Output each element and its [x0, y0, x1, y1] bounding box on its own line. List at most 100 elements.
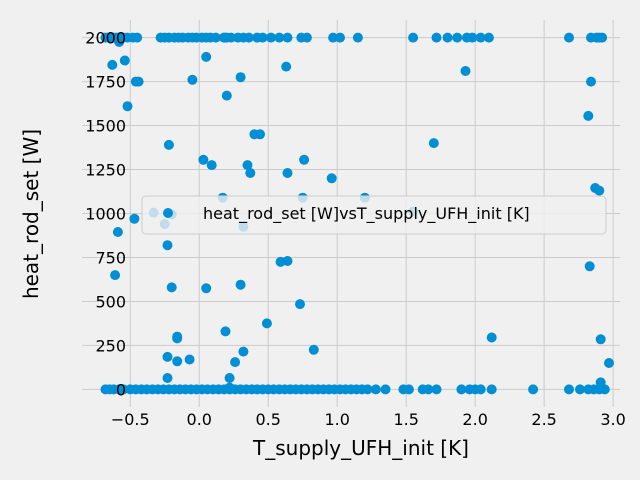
scatter-point [486, 384, 497, 395]
scatter-point [583, 110, 594, 121]
scatter-point [431, 32, 442, 43]
scatter-point [133, 76, 144, 87]
scatter-point [442, 32, 453, 43]
scatter-point [564, 384, 574, 395]
scatter-point [230, 357, 241, 368]
x-axis-label: T_supply_UFH_init [K] [252, 436, 469, 460]
y-tick-label: 2000 [85, 29, 126, 48]
x-tick-labels: −0.5 0.0 0.5 1.0 1.5 2.0 2.5 3.0 [111, 410, 626, 429]
scatter-point [172, 333, 183, 344]
scatter-point [129, 213, 140, 224]
x-tick-label: 2.0 [462, 410, 487, 429]
scatter-point [206, 160, 217, 171]
scatter-point [112, 227, 123, 237]
y-tick-labels: 0 250 500 750 1000 1250 1500 1750 2000 [85, 29, 126, 400]
scatter-point [575, 384, 585, 395]
scatter-point [528, 384, 539, 395]
scatter-point [162, 240, 173, 251]
scatter-point [198, 154, 209, 165]
x-tick-label: 2.5 [531, 410, 556, 429]
scatter-point [201, 51, 212, 62]
x-tick-label: 1.0 [324, 410, 349, 429]
scatter-point [245, 168, 256, 178]
scatter-point [475, 384, 486, 395]
scatter-point [261, 318, 272, 329]
scatter-point [595, 334, 606, 345]
scatter-point [107, 59, 118, 70]
scatter-point [122, 101, 133, 112]
scatter-point [486, 332, 497, 343]
scatter-point [266, 32, 276, 43]
scatter-point [255, 129, 265, 140]
scatter-point [564, 32, 574, 43]
scatter-point [118, 384, 129, 395]
x-tick-label: 0.5 [256, 410, 281, 429]
scatter-point [599, 384, 610, 395]
scatter-point [370, 384, 381, 395]
scatter-point [428, 138, 439, 149]
scatter-point [162, 351, 173, 362]
x-tick-label: 1.5 [393, 410, 418, 429]
x-tick-label: 3.0 [600, 410, 625, 429]
scatter-point [423, 384, 434, 395]
scatter-point [301, 32, 312, 43]
scatter-point [380, 384, 391, 395]
x-tick-label: 0.0 [187, 410, 212, 429]
legend-label: heat_rod_set [W]vsT_supply_UFH_init [K] [203, 204, 530, 224]
scatter-point [431, 384, 442, 395]
scatter-point [408, 32, 419, 43]
scatter-point [281, 61, 292, 72]
y-tick-label: 500 [95, 292, 126, 311]
legend-box [141, 195, 607, 235]
legend-marker [163, 208, 173, 218]
scatter-point [242, 160, 253, 171]
scatter-point [282, 256, 293, 266]
scatter-point [166, 282, 177, 293]
x-tick-label: −0.5 [111, 410, 150, 429]
scatter-point [335, 32, 345, 43]
scatter-point [295, 299, 305, 310]
scatter-point [235, 279, 246, 290]
y-tick-label: 1750 [85, 73, 126, 92]
scatter-point [274, 32, 285, 43]
scatter-point [594, 185, 605, 196]
scatter-point [452, 32, 463, 43]
scatter-point [308, 344, 319, 355]
scatter-point [282, 168, 293, 178]
scatter-point [220, 326, 231, 337]
scatter-point [257, 32, 268, 43]
scatter-point [210, 32, 221, 43]
scatter-point [456, 384, 467, 395]
y-tick-label: 250 [95, 336, 126, 355]
scatter-point [328, 32, 339, 43]
y-tick-label: 1250 [85, 161, 126, 180]
scatter-point [224, 373, 235, 383]
scatter-point [243, 32, 254, 43]
scatter-point [221, 90, 232, 101]
y-tick-label: 750 [95, 248, 126, 267]
y-axis-label: heat_rod_set [W] [19, 129, 43, 299]
scatter-point [282, 32, 293, 43]
scatter-point [403, 384, 414, 395]
scatter-point [586, 76, 596, 87]
scatter-point [604, 358, 614, 368]
scatter-point [226, 32, 236, 43]
scatter-point [238, 346, 249, 357]
y-tick-label: 1000 [85, 205, 126, 224]
scatter-point [132, 32, 143, 43]
scatter-point [187, 74, 198, 85]
y-tick-label: 0 [116, 380, 126, 399]
legend: heat_rod_set [W]vsT_supply_UFH_init [K] [141, 195, 607, 235]
data-points [100, 32, 614, 395]
scatter-point [584, 261, 595, 272]
scatter-point [119, 55, 130, 66]
scatter-point [352, 32, 363, 43]
scatter-point [162, 373, 173, 383]
scatter-point [110, 270, 121, 281]
scatter-point [299, 154, 310, 165]
y-tick-label: 1500 [85, 117, 126, 136]
scatter-point [235, 72, 246, 83]
scatter-point [114, 37, 125, 47]
